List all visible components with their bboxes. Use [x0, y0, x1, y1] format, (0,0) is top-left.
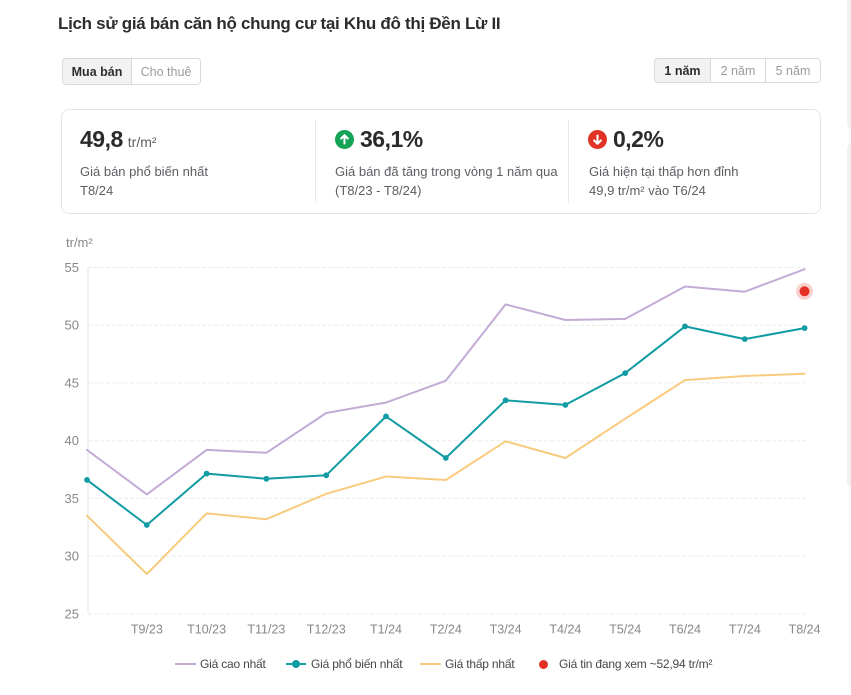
- svg-text:T10/23: T10/23: [187, 623, 226, 637]
- svg-text:25: 25: [65, 606, 79, 621]
- svg-text:T4/24: T4/24: [549, 623, 581, 637]
- svg-text:T9/23: T9/23: [131, 623, 163, 637]
- svg-text:T12/23: T12/23: [307, 623, 346, 637]
- svg-text:T2/24: T2/24: [430, 623, 462, 637]
- svg-text:T5/24: T5/24: [609, 623, 641, 637]
- svg-text:45: 45: [65, 375, 79, 390]
- svg-text:55: 55: [65, 260, 79, 275]
- svg-text:40: 40: [65, 433, 79, 448]
- svg-text:35: 35: [65, 491, 79, 506]
- svg-text:50: 50: [65, 318, 79, 333]
- svg-text:T11/23: T11/23: [247, 623, 285, 637]
- svg-text:T8/24: T8/24: [789, 623, 821, 637]
- svg-text:T7/24: T7/24: [729, 623, 761, 637]
- svg-text:tr/m²: tr/m²: [66, 235, 93, 250]
- svg-text:T3/24: T3/24: [490, 623, 522, 637]
- svg-text:30: 30: [65, 549, 79, 564]
- svg-text:T6/24: T6/24: [669, 623, 701, 637]
- svg-text:T1/24: T1/24: [370, 623, 402, 637]
